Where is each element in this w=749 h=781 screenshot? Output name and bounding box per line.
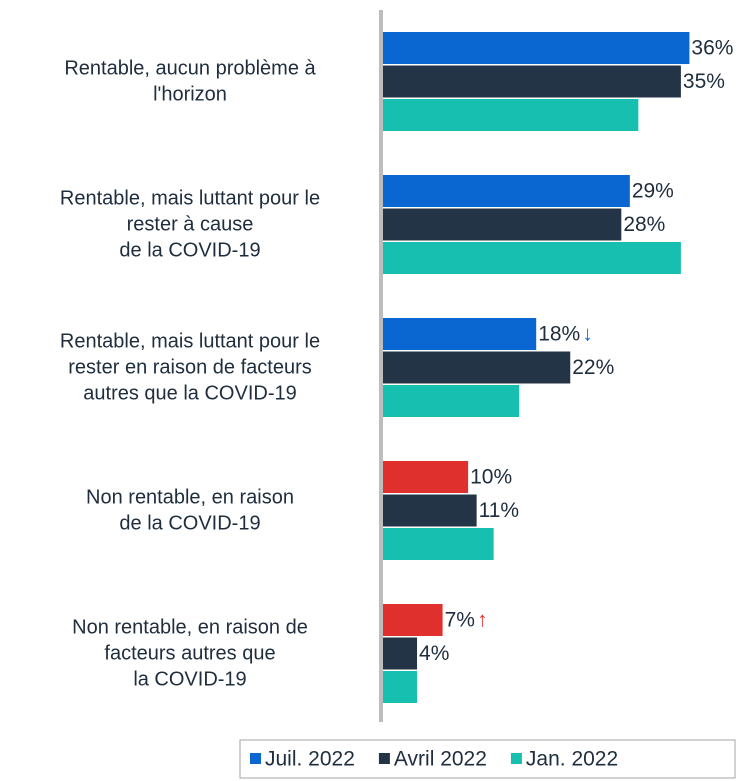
bar [383, 208, 622, 241]
category-line: autres que la COVID-19 [83, 383, 296, 405]
category-line: de la COVID-19 [119, 240, 260, 262]
category-line: Rentable, mais luttant pour le [60, 188, 320, 210]
legend-box [239, 739, 736, 779]
bar [383, 528, 494, 560]
data-label: 35% [683, 70, 725, 93]
category-label: Non rentable, en raison de la COVID-19 [86, 487, 294, 535]
category-line: rester à cause [127, 214, 254, 236]
category-label: Rentable, aucun problème à l'horizon [64, 58, 316, 106]
bar [383, 318, 537, 350]
category-line: Rentable, aucun problème à [64, 58, 316, 80]
legend-label: Avril 2022 [394, 748, 487, 771]
legend-label: Jan. 2022 [526, 748, 618, 771]
bar [383, 671, 418, 703]
bar [383, 65, 681, 98]
bar [383, 242, 681, 274]
bar [383, 604, 443, 636]
bar [383, 175, 630, 207]
category-label: Rentable, mais luttant pour le rester à c… [60, 188, 320, 262]
bar [383, 461, 469, 493]
category-line: de la COVID-19 [119, 513, 260, 535]
bar [383, 637, 418, 670]
legend-swatch [510, 753, 522, 764]
bar [383, 32, 690, 64]
data-label: 18% [538, 323, 580, 346]
category-line: Non rentable, en raison de [72, 617, 308, 639]
legend-swatch [250, 753, 261, 764]
legend-label: Juil. 2022 [265, 748, 355, 771]
data-label: 7% [445, 609, 475, 632]
data-label: 28% [623, 213, 665, 236]
data-label: 10% [470, 466, 512, 489]
category-line: Non rentable, en raison [86, 487, 294, 509]
data-label: 36% [691, 37, 733, 60]
category-label: Rentable, mais luttant pour le rester en … [60, 331, 320, 405]
annotation-arrow: ↓ [582, 323, 593, 346]
category-line: la COVID-19 [133, 669, 246, 691]
bar [383, 99, 639, 131]
data-label: 4% [419, 642, 449, 665]
category-line: l'horizon [153, 84, 227, 106]
annotation-arrow: ↑ [477, 609, 488, 632]
bar [383, 385, 520, 417]
data-label: 29% [632, 180, 674, 203]
legend-swatch [378, 753, 390, 764]
category-line: Rentable, mais luttant pour le [60, 331, 320, 353]
data-label: 22% [572, 356, 614, 379]
bar [383, 494, 477, 527]
data-label: 11% [479, 499, 519, 522]
axis-line [379, 10, 383, 722]
bar [383, 351, 571, 384]
category-line: facteurs autres que [104, 643, 275, 665]
category-line: rester en raison de facteurs [68, 357, 311, 379]
category-label: Non rentable, en raison de facteurs autre… [72, 617, 308, 691]
